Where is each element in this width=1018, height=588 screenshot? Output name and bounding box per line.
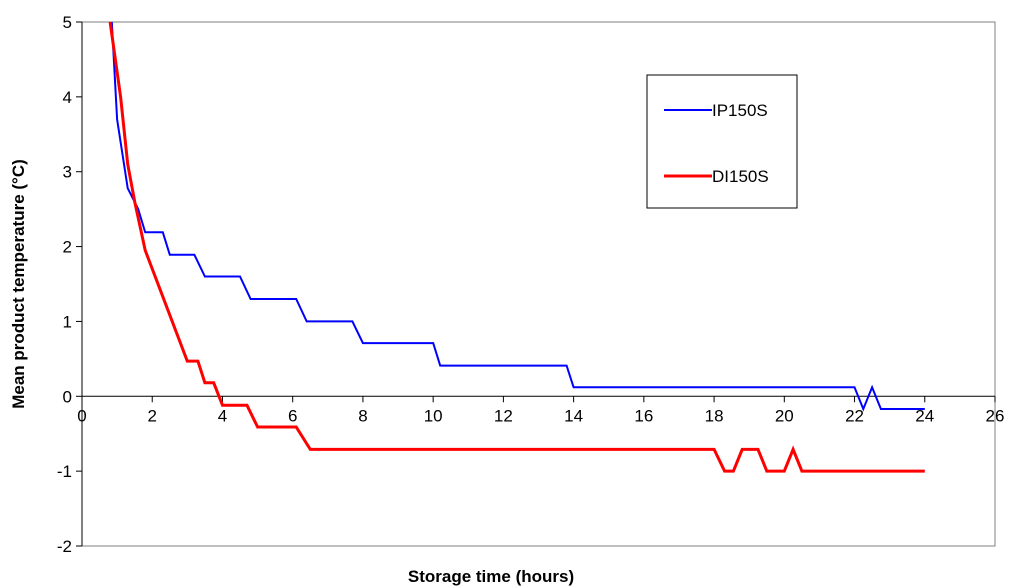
x-tick-label: 10 bbox=[424, 406, 443, 425]
x-tick-label: 6 bbox=[288, 406, 297, 425]
x-tick-label: 16 bbox=[634, 406, 653, 425]
x-tick-label: 14 bbox=[564, 406, 583, 425]
plot-frame bbox=[81, 21, 996, 547]
y-tick-label: 4 bbox=[63, 88, 72, 107]
x-tick-label: 8 bbox=[358, 406, 367, 425]
x-tick-label: 18 bbox=[705, 406, 724, 425]
series-line-ip150s bbox=[110, 21, 925, 412]
y-tick-label: 5 bbox=[63, 13, 72, 32]
legend-label-ip150s: IP150S bbox=[712, 101, 768, 120]
legend: IP150S DI150S bbox=[646, 74, 798, 209]
x-tick-label: 22 bbox=[845, 406, 864, 425]
y-tick-label: -2 bbox=[57, 537, 72, 556]
x-tick-label: 0 bbox=[77, 406, 86, 425]
x-tick-label: 24 bbox=[915, 406, 934, 425]
x-axis: 0 2 4 6 8 10 12 14 16 18 20 22 24 26 bbox=[77, 396, 1004, 425]
legend-label-di150s: DI150S bbox=[712, 167, 769, 186]
y-tick-label: -1 bbox=[57, 462, 72, 481]
x-tick-label: 4 bbox=[218, 406, 227, 425]
series-layer bbox=[108, 21, 925, 473]
y-tick-label: 1 bbox=[63, 312, 72, 331]
y-tick-label: 3 bbox=[63, 163, 72, 182]
y-tick-label: 2 bbox=[63, 238, 72, 257]
x-axis-title: Storage time (hours) bbox=[408, 567, 574, 586]
y-axis-title: Mean product temperature (°C) bbox=[9, 159, 28, 409]
x-tick-label: 20 bbox=[775, 406, 794, 425]
y-tick-label: 0 bbox=[63, 387, 72, 406]
legend-box bbox=[646, 74, 798, 209]
x-tick-label: 26 bbox=[986, 406, 1005, 425]
x-tick-label: 12 bbox=[494, 406, 513, 425]
y-axis: -2 -1 0 1 2 3 4 5 bbox=[57, 13, 82, 556]
series-line-di150s bbox=[108, 21, 925, 473]
x-tick-label: 2 bbox=[147, 406, 156, 425]
plot-area-border bbox=[81, 21, 996, 547]
